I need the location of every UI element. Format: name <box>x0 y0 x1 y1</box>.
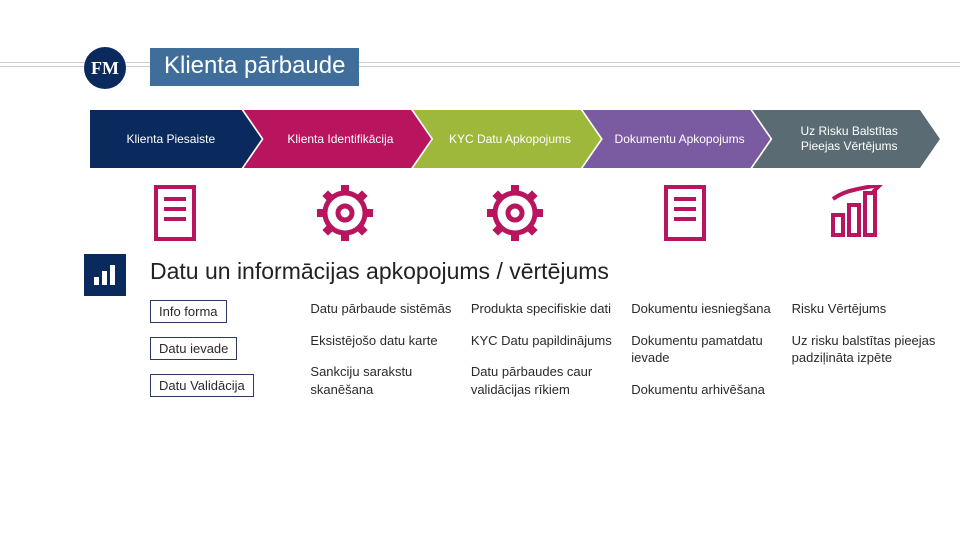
details-column: Dokumentu iesniegšana Dokumentu pamatdatu… <box>631 300 779 398</box>
detail-item: Uz risku balstītas pieejas padziļināta i… <box>792 332 940 367</box>
doc-icon <box>90 178 260 248</box>
detail-item: KYC Datu papildinājums <box>471 332 619 350</box>
detail-item: Datu pārbaude sistēmās <box>310 300 458 318</box>
process-step: Uz Risku Balstītas Pieejas Vērtējums <box>752 110 940 168</box>
logo-circle: FM <box>84 47 126 89</box>
process-step-label: Uz Risku Balstītas Pieejas Vērtējums <box>782 124 916 154</box>
process-step-label: Dokumentu Apkopojums <box>615 132 745 147</box>
detail-tag: Info forma <box>150 300 227 323</box>
process-step-label: KYC Datu Apkopojums <box>449 132 571 147</box>
detail-item: Risku Vērtējums <box>792 300 940 318</box>
process-step: Klienta Piesaiste <box>90 110 262 168</box>
detail-item: Dokumentu arhivēšana <box>631 381 779 399</box>
detail-item: Eksistējošo datu karte <box>310 332 458 350</box>
section-title: Datu un informācijas apkopojums / vērtēj… <box>150 258 609 285</box>
logo-text: FM <box>91 58 119 79</box>
detail-item: Produkta specifiskie dati <box>471 300 619 318</box>
detail-tag: Datu Validācija <box>150 374 254 397</box>
section-icon <box>84 254 126 296</box>
details-column: Risku Vērtējums Uz risku balstītas pieeja… <box>792 300 940 398</box>
detail-item: Dokumentu pamatdatu ievade <box>631 332 779 367</box>
process-step-label: Klienta Piesaiste <box>126 132 215 147</box>
details-column: Produkta specifiskie dati KYC Datu papild… <box>471 300 619 398</box>
process-step-label: Klienta Identifikācija <box>287 132 393 147</box>
detail-item: Sankciju sarakstu skanēšana <box>310 363 458 398</box>
chart-icon <box>770 178 940 248</box>
page-title: Klienta pārbaude <box>150 48 359 86</box>
process-step: KYC Datu Apkopojums <box>413 110 601 168</box>
process-step: Dokumentu Apkopojums <box>583 110 771 168</box>
detail-item: Datu pārbaudes caur validācijas rīkiem <box>471 363 619 398</box>
gear-icon <box>430 178 600 248</box>
doc-icon <box>600 178 770 248</box>
details-column: Datu pārbaude sistēmās Eksistējošo datu k… <box>310 300 458 398</box>
divider <box>0 66 960 67</box>
process-icons <box>90 178 940 248</box>
detail-item: Dokumentu iesniegšana <box>631 300 779 318</box>
gear-icon <box>260 178 430 248</box>
process-arrows: Klienta Piesaiste Klienta Identifikācija K… <box>90 110 940 168</box>
divider <box>0 62 960 63</box>
details-grid: Info forma Datu ievade Datu Validācija Datu… <box>150 300 940 398</box>
detail-tag: Datu ievade <box>150 337 237 360</box>
details-column: Info forma Datu ievade Datu Validācija <box>150 300 298 398</box>
process-step: Klienta Identifikācija <box>244 110 432 168</box>
